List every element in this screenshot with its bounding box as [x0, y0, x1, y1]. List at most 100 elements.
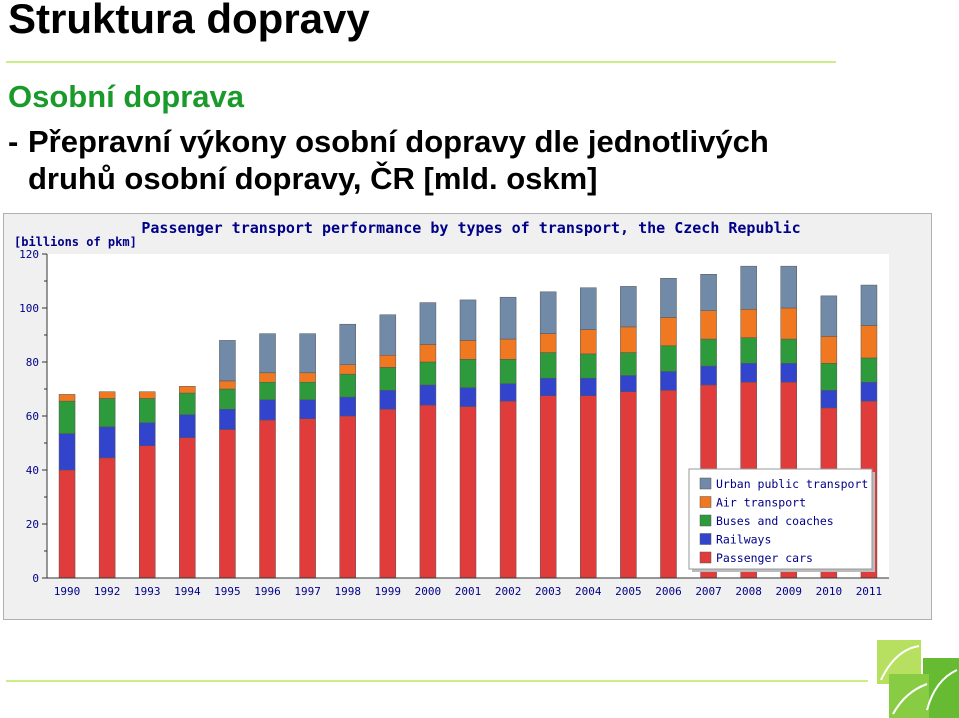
chart-title: Passenger transport performance by types… — [141, 219, 800, 237]
bar-segment — [299, 399, 316, 419]
bar-segment — [419, 344, 437, 363]
legend-swatch — [699, 551, 712, 564]
bar-segment — [459, 359, 477, 388]
bar-segment — [580, 395, 597, 579]
bar-segment — [259, 419, 276, 579]
x-tick-label: 2011 — [856, 585, 883, 598]
x-tick-label: 2008 — [735, 585, 762, 598]
x-tick-label: 1997 — [294, 585, 321, 598]
bar-segment — [138, 422, 156, 446]
bar-segment — [259, 372, 276, 383]
x-tick-label: 1998 — [334, 585, 361, 598]
bar-segment — [660, 317, 677, 347]
bar-segment — [660, 371, 677, 391]
bar-segment — [740, 337, 757, 364]
bar-segment — [419, 384, 437, 406]
bar-segment — [58, 400, 76, 434]
bar-segment — [339, 323, 356, 365]
bar-segment — [98, 426, 116, 459]
bar-segment — [499, 400, 517, 579]
bar-segment — [499, 359, 517, 384]
bar-segment — [459, 387, 477, 407]
legend-swatch — [699, 514, 712, 527]
bar-segment — [299, 382, 316, 401]
bar-segment — [419, 361, 437, 386]
bar-segment — [499, 296, 517, 340]
bar-segment — [539, 291, 557, 334]
x-tick-label: 2010 — [816, 585, 843, 598]
bar-segment — [459, 406, 477, 579]
bar-segment — [259, 399, 276, 421]
bar-segment — [740, 309, 757, 338]
bar-segment — [419, 404, 437, 579]
y-tick-label: 60 — [26, 410, 39, 423]
bar-segment — [219, 380, 236, 390]
bar-segment — [98, 398, 116, 428]
bar-segment — [419, 302, 437, 345]
bar-segment — [299, 333, 316, 374]
bar-segment — [700, 274, 717, 311]
bar-segment — [860, 357, 878, 383]
bullet-dash: - — [8, 124, 19, 159]
x-tick-label: 1999 — [375, 585, 402, 598]
x-tick-label: 2003 — [535, 585, 562, 598]
legend-box — [688, 468, 873, 570]
bar-segment — [780, 265, 798, 309]
bar-segment — [379, 314, 397, 356]
legend-label: Passenger cars — [716, 551, 813, 565]
bullet-line-2: druhů osobní dopravy, ČR [mld. oskm] — [28, 160, 598, 196]
bar-segment — [138, 391, 156, 399]
bar-segment — [58, 469, 76, 579]
top-divider — [6, 61, 836, 63]
bar-segment — [539, 333, 557, 353]
x-tick-label: 2000 — [415, 585, 442, 598]
x-tick-label: 2001 — [455, 585, 482, 598]
bar-segment — [499, 338, 517, 360]
bar-segment — [379, 409, 397, 579]
bar-segment — [580, 287, 597, 330]
x-tick-label: 1994 — [174, 585, 201, 598]
bar-segment — [339, 396, 356, 417]
x-tick-label: 1996 — [254, 585, 281, 598]
bar-segment — [459, 340, 477, 360]
bar-segment — [820, 390, 838, 409]
x-tick-label: 2009 — [776, 585, 803, 598]
legend-swatch — [699, 496, 712, 508]
bar-segment — [179, 386, 196, 394]
bar-segment — [179, 414, 196, 438]
bar-segment — [219, 429, 236, 579]
bar-segment — [219, 340, 236, 382]
y-tick-label: 40 — [26, 464, 39, 477]
bar-segment — [820, 295, 838, 337]
bar-segment — [700, 310, 717, 340]
bar-segment — [620, 352, 637, 376]
bar-segment — [339, 364, 356, 375]
bar-segment — [179, 392, 196, 415]
bar-segment — [580, 377, 597, 396]
bar-segment — [740, 363, 757, 383]
bar-segment — [660, 390, 677, 579]
bar-segment — [780, 307, 798, 340]
bar-segment — [860, 325, 878, 359]
bar-segment — [339, 415, 356, 579]
bar-segment — [700, 365, 717, 386]
bar-segment — [820, 336, 838, 364]
bar-segment — [219, 388, 236, 410]
bar-segment — [259, 333, 276, 374]
bar-segment — [539, 377, 557, 396]
bar-segment — [860, 382, 878, 402]
bar-segment — [379, 355, 397, 368]
bar-segment — [299, 418, 316, 579]
y-axis-label: [billions of pkm] — [14, 235, 137, 249]
bar-segment — [459, 299, 477, 341]
bar-segment — [138, 398, 156, 423]
x-tick-label: 2002 — [495, 585, 522, 598]
bar-segment — [820, 363, 838, 391]
x-tick-label: 2004 — [575, 585, 602, 598]
bar-segment — [860, 284, 878, 326]
y-tick-label: 120 — [19, 248, 39, 261]
bar-segment — [660, 345, 677, 372]
bar-segment — [98, 457, 116, 579]
slide-subtitle: Osobní doprava — [8, 79, 244, 114]
x-tick-label: 2007 — [695, 585, 722, 598]
